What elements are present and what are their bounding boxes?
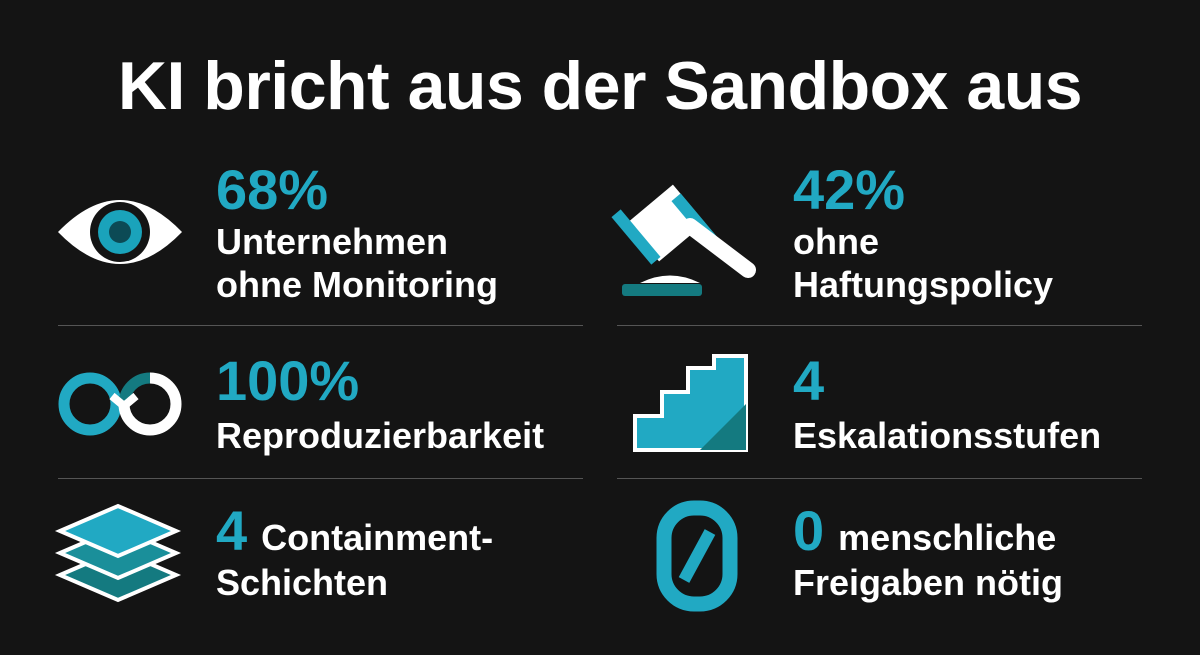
eye-icon — [58, 200, 182, 264]
divider — [617, 478, 1142, 479]
stat-label: Haftungspolicy — [793, 264, 1054, 305]
stat-label: Freigaben nötig — [793, 562, 1063, 603]
stat-label: Unternehmen — [216, 221, 449, 262]
stat-value: 4 — [216, 499, 248, 562]
stat-value: 42% — [793, 158, 906, 221]
gavel-icon — [611, 184, 756, 296]
divider — [58, 478, 583, 479]
stat-line: 4 Containment- — [216, 503, 493, 559]
stat-label: ohne — [793, 221, 879, 262]
layers-icon — [54, 503, 182, 603]
stat-value: 0 — [793, 499, 825, 562]
divider — [58, 325, 583, 326]
zero-icon — [656, 500, 738, 612]
stat-line: 0 menschliche — [793, 503, 1056, 559]
stat-label: Reproduzierbarkeit — [216, 415, 545, 456]
stat-label: Schichten — [216, 562, 389, 603]
title: KI bricht aus der Sandbox aus — [117, 48, 1083, 124]
stat-label: Eskalationsstufen — [793, 415, 1102, 456]
stat-label: Containment- — [261, 517, 494, 558]
divider — [617, 325, 1142, 326]
loop-icon — [58, 372, 182, 436]
stat-label: menschliche — [838, 517, 1057, 558]
stat-label: ohne Monitoring — [216, 264, 498, 305]
stat-value: 100% — [216, 349, 360, 412]
stairs-icon — [633, 354, 748, 452]
stat-value: 68% — [216, 158, 329, 221]
stat-value: 4 — [793, 349, 825, 412]
